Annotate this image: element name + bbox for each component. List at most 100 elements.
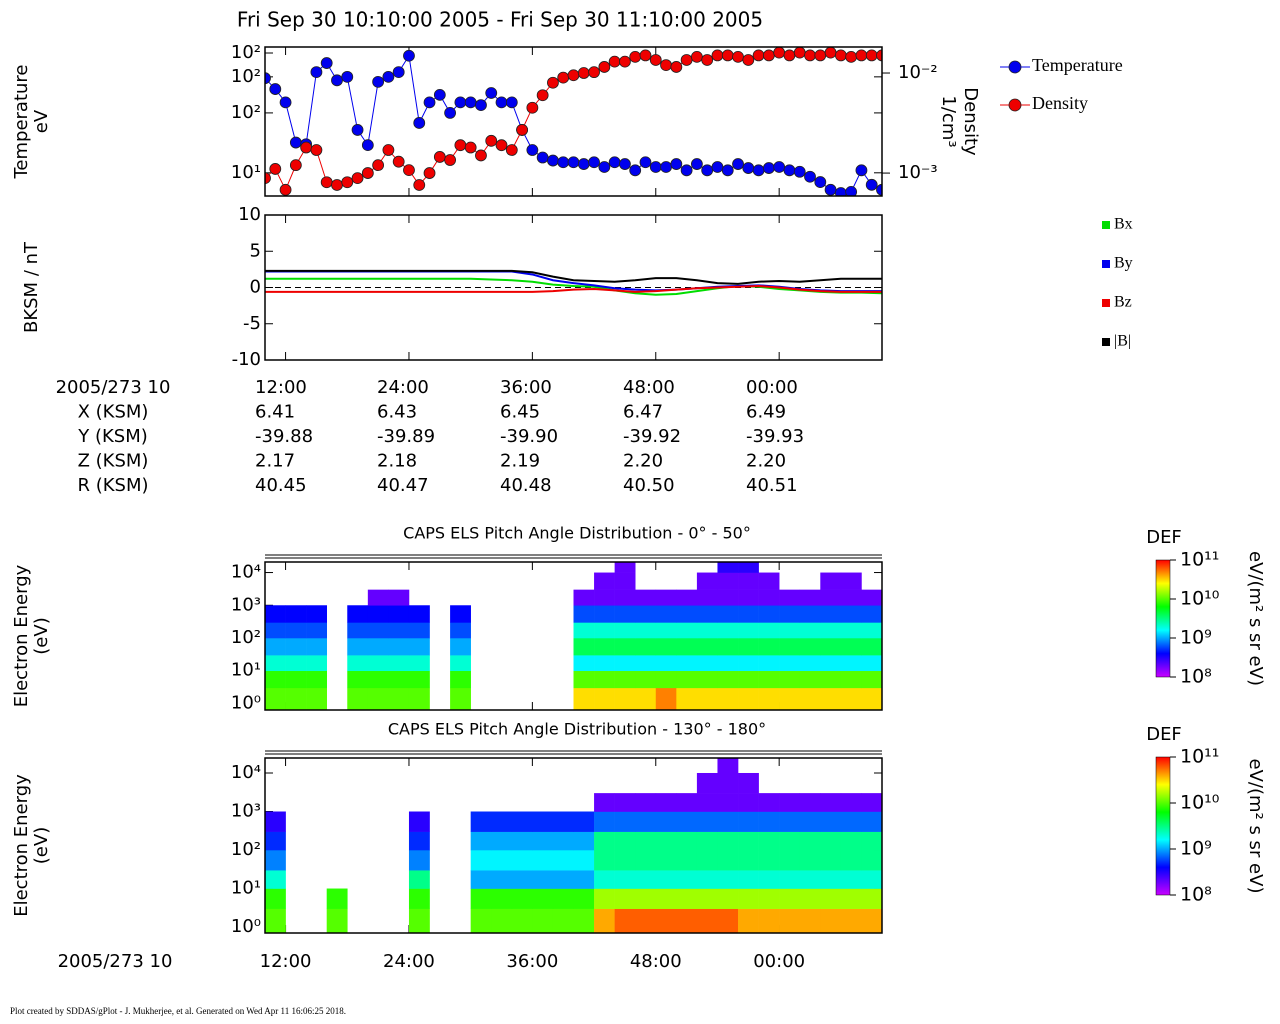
heatmap-cell [676,637,698,656]
heatmap-cell [676,811,698,832]
heatmap-cell [491,811,513,832]
heatmap-cell [347,622,369,639]
data-point [567,156,580,169]
series-line [265,277,882,296]
heatmap-cell [573,811,595,832]
heatmap-cell [491,850,513,871]
data-point [783,49,796,62]
y-tick-label: 10¹ [231,162,261,183]
data-point [814,176,827,188]
heatmap-cell [511,908,533,933]
heatmap-cell [717,811,739,832]
heatmap-cell [470,831,492,851]
heatmap-cell [840,670,862,689]
heatmap-cell [285,605,307,623]
heatmap-cell [820,670,842,689]
heatmap-cell [470,870,492,889]
heatmap-cell [779,888,801,909]
heatmap-cell [552,870,574,889]
colorbar-tick-label: 10¹⁰ [1180,792,1219,814]
colorbar-title: DEF [1146,527,1182,548]
heatmap-cell [696,772,718,794]
heatmap-cell [861,888,882,909]
heatmap-cell [861,605,882,623]
heatmap-cell [306,687,327,710]
heatmap-cell [655,908,677,933]
y-axis-label: (eV) [31,827,52,864]
heatmap-cell [532,811,554,832]
heatmap-cell [820,637,842,656]
data-point [444,154,457,166]
heatmap-cell [840,655,862,672]
x-tick-label: 00:00 [753,951,805,972]
heatmap-cell [347,670,369,689]
data-point [526,101,539,114]
heatmap-cell [840,811,862,832]
heatmap-cell [408,811,430,832]
heatmap-cell [696,637,718,656]
heatmap-cell [635,811,657,832]
heatmap-cell [861,655,882,672]
data-point [793,47,806,59]
heatmap-cell [676,908,698,933]
heatmap-cell [696,655,718,672]
heatmap-cell [635,793,657,812]
data-point [536,151,549,164]
data-point [639,156,652,169]
heatmap-cell [779,811,801,832]
heatmap-cell [408,888,430,909]
data-point [279,96,292,109]
heatmap-cell [594,670,615,689]
heatmap-cell [696,605,718,623]
heatmap-cell [573,589,595,606]
data-point [485,134,498,147]
data-point [433,151,446,163]
ephemeris-value: 40.51 [746,475,798,496]
data-point [269,163,282,175]
heatmap-cell [696,622,718,639]
heatmap-cell [614,793,636,812]
heatmap-cell [367,670,389,689]
panel-frame [264,757,883,934]
heatmap-cell [799,888,821,909]
heatmap-cell [840,572,862,590]
heatmap-cell [799,637,821,656]
data-point [680,164,693,177]
heatmap-cell [614,687,636,710]
x-axis-label: 2005/273 10 [58,951,173,972]
heatmap-cell [573,831,595,851]
heatmap-cell [861,811,882,832]
heatmap-cell [717,870,739,889]
heatmap-cell [635,831,657,851]
colorbar-tick-label: 10⁹ [1180,627,1212,649]
data-point [361,139,374,152]
heatmap-cell [285,637,307,656]
heatmap-cell [861,850,882,871]
heatmap-cell [779,670,801,689]
data-point [629,50,642,63]
y-tick-label: 10⁰ [231,692,261,713]
data-point [265,72,271,85]
heatmap-cell [552,831,574,851]
legend-marker [1008,98,1022,112]
data-point [670,61,683,73]
y-tick-label: 10 [238,204,261,225]
data-point [680,54,693,66]
colorbar [1155,756,1171,896]
y2-axis-label: Density [960,87,981,156]
heatmap-cell [779,908,801,933]
data-point [701,164,714,177]
heatmap-cell [491,831,513,851]
heatmap-cell [594,687,615,710]
heatmap-cell [820,850,842,871]
heatmap-cell [573,670,595,689]
ephemeris-label: 2005/273 10 [56,377,171,398]
data-point [464,141,477,154]
heatmap-cell [717,687,739,710]
data-point [670,158,683,170]
heatmap-cell [655,793,677,812]
heatmap-cell [552,888,574,909]
heatmap-cell [861,670,882,689]
data-point [372,75,385,88]
